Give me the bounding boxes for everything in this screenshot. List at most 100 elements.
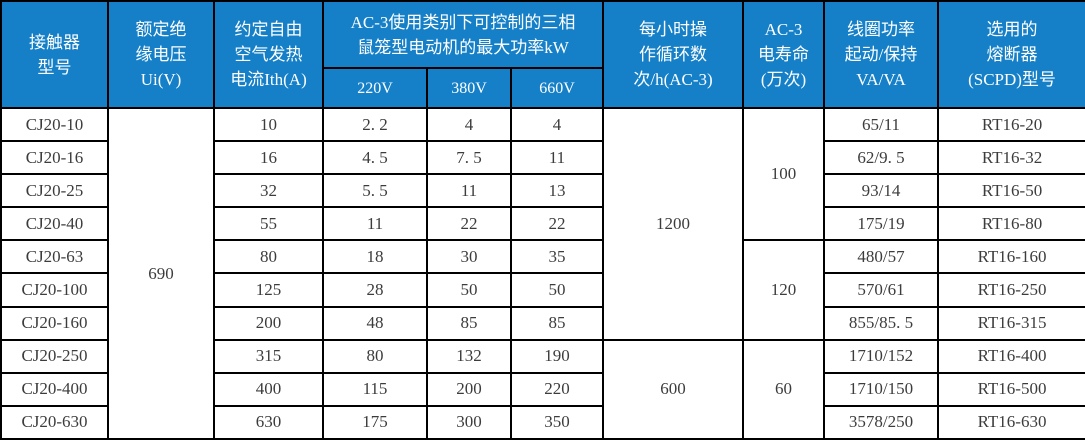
cell-kw220: 5. 5 [322, 173, 428, 209]
cell-ith: 80 [213, 239, 324, 275]
cell-life: 120 [742, 239, 826, 341]
cell-ith: 32 [213, 173, 324, 209]
cell-kw380: 132 [426, 338, 512, 374]
cell-model: CJ20-40 [0, 206, 109, 242]
header-insulation-voltage: 额定绝 缘电压 Ui(V) [107, 0, 215, 109]
cell-ith: 315 [213, 338, 324, 374]
cell-coil: 62/9. 5 [823, 140, 940, 176]
cell-model: CJ20-16 [0, 140, 109, 176]
cell-fuse: RT16-630 [937, 404, 1085, 440]
cell-life: 60 [742, 338, 826, 440]
cell-model: CJ20-100 [0, 272, 109, 308]
cell-fuse: RT16-400 [937, 338, 1085, 374]
cell-kw660: 11 [509, 140, 605, 176]
cell-coil: 855/85. 5 [823, 305, 940, 341]
cell-kw660: 4 [509, 106, 605, 143]
cell-ith: 16 [213, 140, 324, 176]
header-fuse: 选用的 熔断器 (SCPD)型号 [937, 0, 1085, 109]
table-row: CJ20-25 32 5. 5 11 13 93/14 RT16-50 [0, 173, 1085, 209]
cell-kw660: 85 [509, 305, 605, 341]
table-row: CJ20-40 55 11 22 22 175/19 RT16-80 [0, 206, 1085, 242]
cell-ith: 10 [213, 106, 324, 143]
header-electrical-life: AC-3 电寿命 (万次) [742, 0, 826, 109]
cell-fuse: RT16-80 [937, 206, 1085, 242]
cell-kw220: 48 [322, 305, 428, 341]
cell-kw220: 175 [322, 404, 428, 440]
cell-kw660: 13 [509, 173, 605, 209]
header-coil-power: 线圈功率 起动/保持 VA/VA [823, 0, 940, 109]
header-220v: 220V [322, 67, 428, 109]
cell-kw380: 200 [426, 371, 512, 407]
cell-fuse: RT16-50 [937, 173, 1085, 209]
table-row: CJ20-10 690 10 2. 2 4 4 1200 100 65/11 R… [0, 106, 1085, 440]
cell-kw380: 85 [426, 305, 512, 341]
table-body: CJ20-10 690 10 2. 2 4 4 1200 100 65/11 R… [0, 106, 1085, 440]
cell-kw660: 22 [509, 206, 605, 242]
table-row: CJ20-100 125 28 50 50 570/61 RT16-250 [0, 272, 1085, 308]
table-row: CJ20-250 315 80 132 190 600 60 1710/152 … [0, 338, 1085, 440]
cell-kw220: 4. 5 [322, 140, 428, 176]
header-660v: 660V [509, 67, 605, 109]
cell-ith: 125 [213, 272, 324, 308]
cell-fuse: RT16-250 [937, 272, 1085, 308]
table-row: CJ20-630 630 175 300 350 3578/250 RT16-6… [0, 404, 1085, 440]
cell-kw380: 22 [426, 206, 512, 242]
cell-fuse: RT16-315 [937, 305, 1085, 341]
cell-coil: 1710/150 [823, 371, 940, 407]
header-model: 接触器 型号 [0, 0, 109, 109]
table-row: CJ20-400 400 115 200 220 1710/150 RT16-5… [0, 371, 1085, 407]
cell-kw220: 11 [322, 206, 428, 242]
cell-kw220: 28 [322, 272, 428, 308]
table-row: CJ20-16 16 4. 5 7. 5 11 62/9. 5 RT16-32 [0, 140, 1085, 176]
cell-kw660: 35 [509, 239, 605, 275]
cell-coil: 480/57 [823, 239, 940, 275]
cell-kw660: 350 [509, 404, 605, 440]
cell-model: CJ20-63 [0, 239, 109, 275]
table-header: 接触器 型号 额定绝 缘电压 Ui(V) 约定自由 空气发热 电流Ith(A) … [0, 0, 1085, 109]
cell-cycles: 1200 [602, 107, 745, 341]
table-row: CJ20-63 80 18 30 35 120 480/57 RT16-160 [0, 239, 1085, 341]
cell-insulation-voltage: 690 [107, 107, 215, 440]
cell-fuse: RT16-20 [937, 106, 1085, 143]
cell-ith: 630 [213, 404, 324, 440]
cell-model: CJ20-160 [0, 305, 109, 341]
cell-model: CJ20-630 [0, 404, 109, 440]
cell-kw660: 50 [509, 272, 605, 308]
header-thermal-current: 约定自由 空气发热 电流Ith(A) [213, 0, 324, 109]
header-row-1: 接触器 型号 额定绝 缘电压 Ui(V) 约定自由 空气发热 电流Ith(A) … [0, 0, 1085, 109]
cell-kw380: 300 [426, 404, 512, 440]
cell-coil: 570/61 [823, 272, 940, 308]
table-row: CJ20-160 200 48 85 85 855/85. 5 RT16-315 [0, 305, 1085, 341]
cell-ith: 200 [213, 305, 324, 341]
cell-coil: 3578/250 [823, 404, 940, 440]
cell-model: CJ20-10 [0, 106, 109, 143]
cell-model: CJ20-25 [0, 173, 109, 209]
cell-kw660: 190 [509, 338, 605, 374]
header-row-2: 220V 380V 660V [1, 67, 1085, 109]
cell-coil: 175/19 [823, 206, 940, 242]
cell-kw220: 80 [322, 338, 428, 374]
cell-kw220: 18 [322, 239, 428, 275]
cell-fuse: RT16-160 [937, 239, 1085, 275]
cell-ith: 55 [213, 206, 324, 242]
cell-kw380: 11 [426, 173, 512, 209]
cell-fuse: RT16-32 [937, 140, 1085, 176]
cell-fuse: RT16-500 [937, 371, 1085, 407]
cell-coil: 1710/152 [823, 338, 940, 374]
cell-kw380: 4 [426, 106, 512, 143]
cell-model: CJ20-400 [0, 371, 109, 407]
cell-kw660: 220 [509, 371, 605, 407]
cell-model: CJ20-250 [0, 338, 109, 374]
cell-coil: 93/14 [823, 173, 940, 209]
header-cycles-per-hour: 每小时操 作循环数 次/h(AC-3) [602, 0, 745, 109]
header-max-power-group: AC-3使用类别下可控制的三相 鼠笼型电动机的最大功率kW [321, 0, 605, 69]
cell-kw220: 115 [322, 371, 428, 407]
cell-kw380: 50 [426, 272, 512, 308]
cell-ith: 400 [213, 371, 324, 407]
cell-coil: 65/11 [823, 106, 940, 143]
cell-kw380: 30 [426, 239, 512, 275]
cell-life: 100 [742, 106, 826, 242]
cell-cycles: 600 [602, 338, 745, 440]
